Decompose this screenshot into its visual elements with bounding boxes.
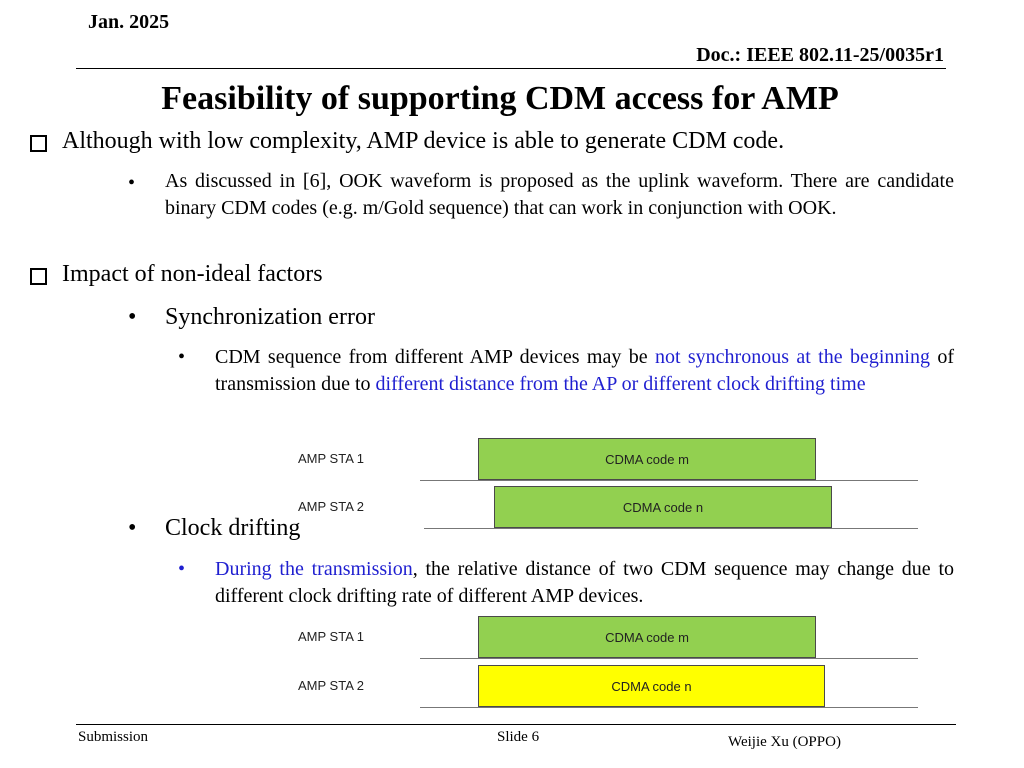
diagram1-sta2-label: AMP STA 2 — [298, 499, 364, 514]
diagram2-sta2-timeline — [420, 707, 918, 708]
header-divider — [76, 68, 946, 69]
diagram1-sta2-timeline — [424, 528, 918, 529]
diagram1-sta1-timeline — [420, 480, 918, 481]
dot-bullet-icon: • — [128, 515, 137, 541]
diagram2-code-m-label: CDMA code m — [605, 629, 689, 645]
diagram1-code-n-block: CDMA code n — [494, 486, 832, 528]
diagram2-code-n-label: CDMA code n — [611, 678, 692, 694]
slide-title: Feasibility of supporting CDM access for… — [161, 80, 839, 117]
square-bullet-icon — [30, 135, 47, 152]
footer-submission: Submission — [78, 729, 149, 745]
diagram2-code-n-block: CDMA code n — [478, 665, 825, 707]
diagram2-code-m-block: CDMA code m — [478, 616, 816, 658]
footer-slide-number: Slide 6 — [497, 729, 540, 745]
header-date: Jan. 2025 — [88, 11, 170, 33]
bullet-ook-waveform: As discussed in [6], OOK waveform is pro… — [165, 170, 954, 219]
diagram2-sta1-label: AMP STA 1 — [298, 629, 364, 644]
diagram1-code-m-block: CDMA code m — [478, 438, 816, 480]
dot-bullet-icon: • — [128, 172, 136, 194]
sync-error-text: CDM sequence from different AMP devices … — [215, 346, 954, 395]
bullet-non-ideal: Impact of non-ideal factors — [62, 261, 323, 287]
diagram2-sta1-timeline — [420, 658, 918, 659]
heading-clock-drifting: Clock drifting — [165, 515, 301, 541]
footer-author: Weijie Xu (OPPO) — [728, 734, 841, 750]
diagram1-sta1-label: AMP STA 1 — [298, 451, 364, 466]
dot-bullet-icon: • — [178, 346, 186, 368]
diagram1-code-m-label: CDMA code m — [605, 451, 689, 467]
diagram1-code-n-label: CDMA code n — [622, 499, 704, 515]
heading-sync-error: Synchronization error — [165, 304, 375, 330]
bullet-complexity: Although with low complexity, AMP device… — [62, 128, 785, 154]
footer-divider — [76, 724, 956, 725]
header-doc-id: Doc.: IEEE 802.11-25/0035r1 — [696, 44, 944, 66]
square-bullet-icon — [30, 268, 47, 285]
clock-drifting-text: During the transmission, the relative di… — [215, 558, 955, 607]
dot-bullet-icon: • — [128, 304, 137, 330]
dot-bullet-icon: • — [178, 558, 186, 580]
diagram2-sta2-label: AMP STA 2 — [298, 678, 364, 693]
